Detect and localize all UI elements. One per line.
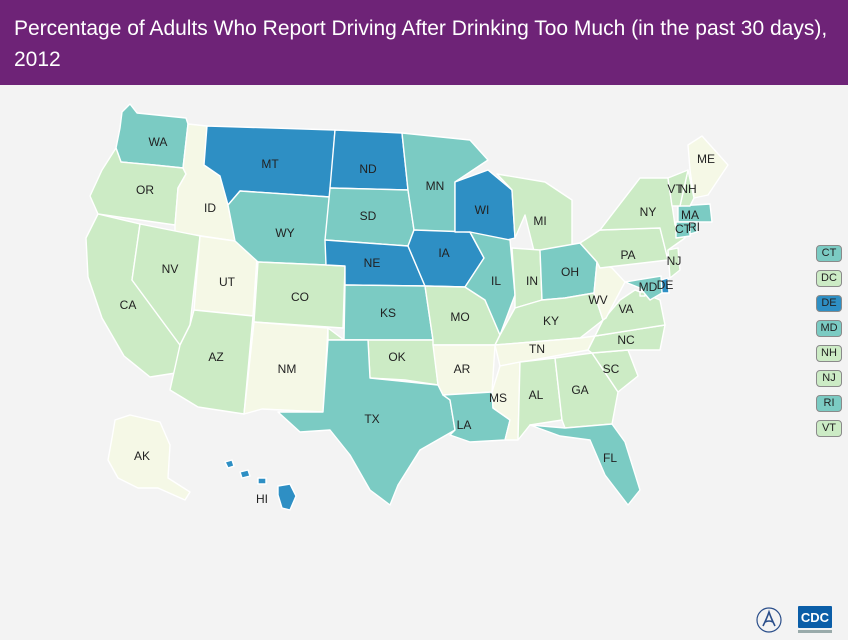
state-label-co: CO — [291, 290, 309, 304]
state-label-ut: UT — [219, 275, 236, 289]
state-ma[interactable] — [677, 203, 713, 223]
state-label-az: AZ — [208, 350, 223, 364]
state-label-tx: TX — [364, 412, 379, 426]
hhs-seal-icon — [756, 607, 782, 633]
state-al[interactable] — [517, 357, 563, 441]
state-label-wy: WY — [275, 226, 294, 240]
state-nj[interactable] — [667, 247, 681, 279]
state-ky[interactable] — [494, 292, 604, 346]
legend-ri[interactable]: RI — [816, 395, 842, 412]
state-label-nm: NM — [278, 362, 297, 376]
state-tx[interactable] — [277, 339, 456, 506]
state-label-ma: MA — [681, 208, 699, 222]
us-map: WA OR CA ID NV UT AZ MT WY CO NM ND SD NE KS OK TX MN IA MO… — [85, 103, 729, 511]
state-md[interactable] — [624, 275, 663, 301]
state-label-nd: ND — [359, 162, 377, 176]
cdc-logo-text: CDC — [801, 610, 830, 625]
state-ut[interactable] — [193, 235, 259, 317]
state-label-de: DE — [657, 278, 674, 292]
state-label-ms: MS — [489, 391, 507, 405]
state-label-fl: FL — [603, 451, 617, 465]
state-hi[interactable] — [224, 459, 297, 511]
title-bar: Percentage of Adults Who Report Driving … — [0, 0, 848, 85]
state-ct[interactable] — [675, 221, 691, 239]
state-label-al: AL — [529, 388, 544, 402]
state-label-or: OR — [136, 183, 154, 197]
page-title: Percentage of Adults Who Report Driving … — [14, 17, 828, 71]
state-label-la: LA — [457, 418, 472, 432]
state-label-nc: NC — [617, 333, 635, 347]
state-label-ne: NE — [364, 256, 381, 270]
state-label-nj: NJ — [667, 254, 682, 268]
state-label-sd: SD — [360, 209, 377, 223]
state-label-ca: CA — [120, 298, 137, 312]
state-label-pa: PA — [620, 248, 635, 262]
state-label-nv: NV — [162, 262, 179, 276]
legend-nj[interactable]: NJ — [816, 370, 842, 387]
state-label-nh: NH — [679, 182, 696, 196]
state-label-ky: KY — [543, 314, 559, 328]
state-label-ri: RI — [688, 220, 700, 234]
state-label-ia: IA — [438, 246, 449, 260]
state-label-wv: WV — [588, 293, 607, 307]
state-me[interactable] — [687, 135, 729, 199]
state-ms[interactable] — [491, 361, 521, 441]
state-label-id: ID — [204, 201, 216, 215]
state-label-ct: CT — [675, 222, 692, 236]
legend-ct[interactable]: CT — [816, 245, 842, 262]
state-label-il: IL — [491, 274, 501, 288]
state-label-ny: NY — [640, 205, 657, 219]
map-area: WA OR CA ID NV UT AZ MT WY CO NM ND SD NE KS OK TX MN IA MO… — [0, 85, 848, 633]
state-az[interactable] — [169, 309, 254, 415]
state-label-tn: TN — [529, 342, 545, 356]
state-nd[interactable] — [329, 129, 409, 191]
state-ny[interactable] — [599, 177, 686, 261]
state-co[interactable] — [253, 261, 346, 329]
state-label-ar: AR — [454, 362, 471, 376]
state-label-wa: WA — [149, 135, 168, 149]
legend-md[interactable]: MD — [816, 320, 842, 337]
state-il[interactable] — [464, 231, 516, 336]
state-label-ga: GA — [571, 383, 588, 397]
state-label-ks: KS — [380, 306, 396, 320]
legend-vt[interactable]: VT — [816, 420, 842, 437]
legend-nh[interactable]: NH — [816, 345, 842, 362]
state-label-md: MD — [639, 280, 658, 294]
state-fl[interactable] — [529, 423, 641, 506]
state-label-me: ME — [697, 152, 715, 166]
logos: CDC — [756, 606, 832, 633]
state-vt[interactable] — [667, 169, 689, 207]
legend-dc[interactable]: DC — [816, 270, 842, 287]
state-label-sc: SC — [603, 362, 620, 376]
state-label-hi: HI — [256, 492, 268, 506]
state-ak[interactable] — [107, 414, 191, 501]
state-label-mo: MO — [450, 310, 469, 324]
state-label-mi: MI — [533, 214, 546, 228]
state-label-mn: MN — [426, 179, 445, 193]
state-label-ak: AK — [134, 449, 150, 463]
state-label-vt: VT — [667, 182, 683, 196]
state-nm[interactable] — [243, 321, 329, 415]
legend-de[interactable]: DE — [816, 295, 842, 312]
state-ri[interactable] — [689, 221, 698, 235]
state-label-va: VA — [618, 302, 633, 316]
state-label-ok: OK — [388, 350, 405, 364]
state-label-in: IN — [526, 274, 538, 288]
state-label-oh: OH — [561, 265, 579, 279]
small-states-legend: CT DC DE MD NH NJ RI VT — [816, 245, 842, 445]
state-label-mt: MT — [261, 157, 279, 171]
cdc-logo: CDC — [798, 606, 832, 633]
state-label-wi: WI — [475, 203, 490, 217]
